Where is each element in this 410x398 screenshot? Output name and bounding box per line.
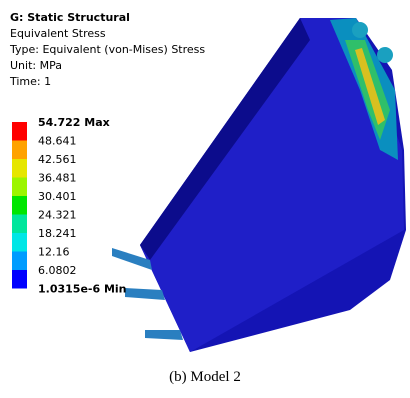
pin [377, 47, 393, 63]
legend-swatch [12, 178, 27, 197]
tooth [125, 288, 165, 300]
legend-swatch [12, 122, 27, 141]
pin [352, 22, 368, 38]
legend-label: 6.0802 [38, 264, 77, 277]
header-line: Time: 1 [9, 75, 51, 88]
title: G: Static Structural [10, 11, 130, 24]
legend-label: 36.481 [38, 172, 77, 185]
caption: (b) Model 2 [169, 369, 241, 385]
legend-swatch [12, 252, 27, 271]
tooth [145, 330, 183, 340]
legend-swatch [12, 141, 27, 160]
header-line: Equivalent Stress [10, 27, 106, 40]
legend-label: 42.561 [38, 153, 77, 166]
model [112, 18, 406, 352]
result-view: G: Static Structural Equivalent Stress Ty… [0, 0, 410, 398]
page: G: Static Structural Equivalent Stress Ty… [0, 0, 410, 398]
legend-label: 48.641 [38, 135, 77, 148]
header-line: Type: Equivalent (von-Mises) Stress [9, 43, 205, 56]
legend-label: 24.321 [38, 209, 77, 222]
legend-swatch [12, 270, 27, 289]
legend-swatch [12, 196, 27, 215]
legend-swatch [12, 215, 27, 234]
header-line: Unit: MPa [10, 59, 62, 72]
legend-label: 54.722 Max [38, 116, 110, 129]
legend-swatch [12, 233, 27, 252]
legend-label: 18.241 [38, 227, 77, 240]
legend-label: 12.16 [38, 246, 70, 259]
legend-label: 1.0315e-6 Min [38, 283, 127, 296]
legend-label: 30.401 [38, 190, 77, 203]
legend-swatch [12, 159, 27, 178]
